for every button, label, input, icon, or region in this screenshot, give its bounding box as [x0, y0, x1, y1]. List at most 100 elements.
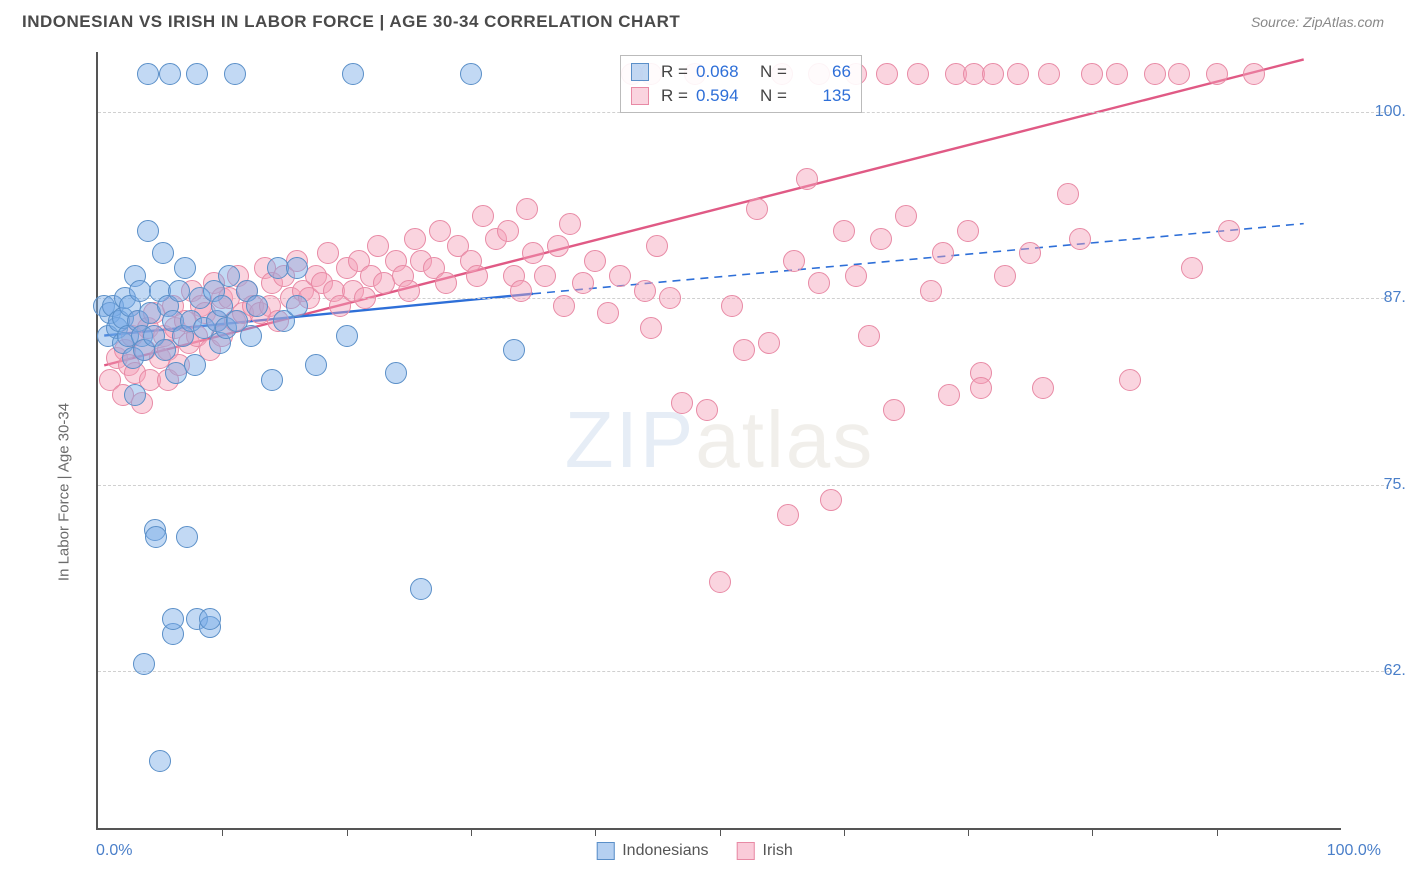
stats-n-label: N =	[760, 84, 787, 108]
gridline-h	[98, 671, 1389, 672]
irish-point	[696, 399, 718, 421]
irish-point	[907, 63, 929, 85]
indonesians-point	[385, 362, 407, 384]
irish-point	[646, 235, 668, 257]
indonesians-point	[124, 384, 146, 406]
stats-r-value: 0.068	[696, 60, 752, 84]
irish-point	[553, 295, 575, 317]
indonesians-point	[184, 354, 206, 376]
chart-header: INDONESIAN VS IRISH IN LABOR FORCE | AGE…	[0, 0, 1406, 44]
legend-item: Irish	[737, 842, 793, 860]
gridline-h	[98, 485, 1389, 486]
irish-point	[777, 504, 799, 526]
irish-point	[870, 228, 892, 250]
indonesians-point	[342, 63, 364, 85]
plot-area: ZIPatlas 62.5%75.0%87.5%100.0%R =0.068N …	[96, 52, 1341, 830]
stats-r-value: 0.594	[696, 84, 752, 108]
irish-point	[1206, 63, 1228, 85]
indonesians-point	[224, 63, 246, 85]
indonesians-point	[410, 578, 432, 600]
indonesians-point	[199, 608, 221, 630]
ytick-label: 100.0%	[1349, 103, 1406, 121]
xtick	[844, 828, 845, 836]
ytick-label: 87.5%	[1349, 289, 1406, 307]
irish-point	[1144, 63, 1166, 85]
irish-point	[932, 242, 954, 264]
xtick	[471, 828, 472, 836]
irish-point	[497, 220, 519, 242]
irish-point	[671, 392, 693, 414]
irish-point	[354, 287, 376, 309]
irish-point	[404, 228, 426, 250]
irish-point	[1081, 63, 1103, 85]
indonesians-point	[129, 280, 151, 302]
legend-swatch-icon	[737, 842, 755, 860]
indonesians-point	[218, 265, 240, 287]
xtick	[595, 828, 596, 836]
irish-point	[796, 168, 818, 190]
xtick	[1217, 828, 1218, 836]
indonesians-point	[261, 369, 283, 391]
irish-point	[429, 220, 451, 242]
irish-point	[1007, 63, 1029, 85]
irish-point	[982, 63, 1004, 85]
irish-point	[1218, 220, 1240, 242]
indonesians-point	[460, 63, 482, 85]
irish-point	[1168, 63, 1190, 85]
irish-point	[883, 399, 905, 421]
indonesians-point	[174, 257, 196, 279]
stats-r-label: R =	[661, 84, 688, 108]
irish-point	[1032, 377, 1054, 399]
irish-point	[746, 198, 768, 220]
irish-point	[895, 205, 917, 227]
legend-label: Indonesians	[622, 842, 708, 860]
irish-point	[534, 265, 556, 287]
trend-lines-svg	[98, 52, 1341, 828]
watermark-atlas: atlas	[695, 395, 874, 484]
indonesians-point	[305, 354, 327, 376]
stats-swatch-icon	[631, 63, 649, 81]
irish-point	[845, 265, 867, 287]
indonesians-point	[145, 526, 167, 548]
irish-point	[367, 235, 389, 257]
irish-point	[1019, 242, 1041, 264]
indonesians-point	[286, 295, 308, 317]
irish-point	[1038, 63, 1060, 85]
chart-title: INDONESIAN VS IRISH IN LABOR FORCE | AGE…	[22, 12, 680, 32]
irish-point	[435, 272, 457, 294]
indonesians-point	[186, 63, 208, 85]
irish-point	[1119, 369, 1141, 391]
indonesians-point	[336, 325, 358, 347]
bottom-legend: Indonesians Irish	[596, 842, 793, 860]
irish-point	[970, 377, 992, 399]
indonesians-point	[286, 257, 308, 279]
legend-label: Irish	[763, 842, 793, 860]
irish-point	[994, 265, 1016, 287]
plot-wrap: In Labor Force | Age 30-34 ZIPatlas 62.5…	[48, 52, 1341, 830]
xtick	[968, 828, 969, 836]
irish-point	[659, 287, 681, 309]
stats-r-label: R =	[661, 60, 688, 84]
irish-point	[1057, 183, 1079, 205]
irish-point	[510, 280, 532, 302]
xtick	[720, 828, 721, 836]
indonesians-point	[159, 63, 181, 85]
irish-point	[609, 265, 631, 287]
stats-swatch-icon	[631, 87, 649, 105]
irish-point	[634, 280, 656, 302]
irish-point	[938, 384, 960, 406]
irish-point	[572, 272, 594, 294]
irish-point	[833, 220, 855, 242]
irish-point	[516, 198, 538, 220]
irish-point	[1069, 228, 1091, 250]
irish-point	[858, 325, 880, 347]
irish-point	[1181, 257, 1203, 279]
indonesians-point	[133, 653, 155, 675]
xtick	[1092, 828, 1093, 836]
indonesians-point	[137, 63, 159, 85]
legend-swatch-icon	[596, 842, 614, 860]
indonesians-point	[162, 608, 184, 630]
irish-point	[957, 220, 979, 242]
indonesians-point	[503, 339, 525, 361]
irish-point	[559, 213, 581, 235]
